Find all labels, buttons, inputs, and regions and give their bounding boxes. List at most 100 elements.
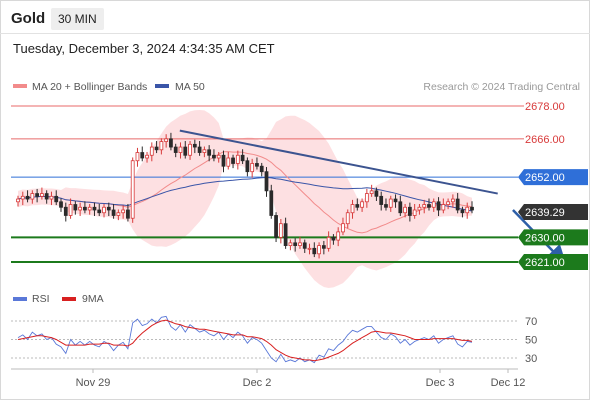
ma20-legend-swatch bbox=[13, 84, 27, 88]
datetime-label: Tuesday, December 3, 2024 4:34:35 AM CET bbox=[13, 41, 275, 56]
candle-body bbox=[149, 146, 154, 156]
candle-body bbox=[212, 154, 216, 159]
price-level-label-2621.00: 2621.00 bbox=[525, 257, 565, 269]
candle-body bbox=[235, 154, 240, 164]
candle-body bbox=[59, 201, 63, 208]
candle-body bbox=[116, 212, 121, 216]
candle-body bbox=[312, 247, 317, 255]
candle-body bbox=[360, 201, 364, 208]
candle-body bbox=[364, 193, 369, 203]
candle-body bbox=[274, 215, 278, 238]
candle-body bbox=[111, 209, 116, 216]
candle-body bbox=[407, 206, 412, 216]
candle-body bbox=[436, 201, 441, 211]
x-axis: Nov 29 Dec 2 Dec 3 Dec 12 bbox=[76, 369, 526, 389]
candle-body bbox=[470, 206, 474, 211]
candle-body bbox=[49, 195, 54, 200]
candle-body bbox=[178, 146, 183, 153]
timeframe-badge[interactable]: 30 MIN bbox=[51, 8, 104, 30]
candle-body bbox=[83, 206, 87, 211]
candle-body bbox=[259, 165, 264, 173]
candle-body bbox=[16, 198, 20, 203]
price-level-label-2678.00: 2678.00 bbox=[525, 101, 565, 113]
main-legend: MA 20 + Bollinger Bands MA 50 Research ©… bbox=[13, 81, 580, 93]
price-level-labels: 2678.00 2666.00 2652.00 2639.29 2630.00 2621.… bbox=[518, 101, 588, 270]
candle-body bbox=[412, 209, 417, 216]
instrument-title: Gold bbox=[11, 10, 46, 27]
ma50-legend-swatch bbox=[155, 84, 169, 88]
candle-body bbox=[192, 143, 197, 148]
candle-body bbox=[169, 138, 173, 148]
price-level-tag-2652.00 bbox=[518, 169, 588, 186]
candle-body bbox=[145, 154, 149, 159]
candle-body bbox=[121, 209, 126, 214]
price-level-label-2639.29: 2639.29 bbox=[525, 207, 565, 219]
candle-body bbox=[140, 152, 145, 159]
candle-body bbox=[278, 223, 283, 238]
candle-body bbox=[68, 204, 73, 216]
rsi-legend: RSI 9MA bbox=[13, 293, 104, 305]
bollinger-band-area bbox=[18, 109, 472, 289]
candle-body bbox=[221, 154, 226, 167]
candle-body bbox=[341, 223, 345, 233]
candle-body bbox=[35, 193, 39, 197]
resistance-trendline bbox=[179, 129, 498, 195]
candle-body bbox=[255, 163, 259, 167]
candle-body bbox=[465, 206, 470, 214]
candle-body bbox=[393, 198, 398, 203]
rsi-level-label-70: 70 bbox=[525, 316, 537, 328]
candle-body bbox=[173, 146, 178, 153]
candle-body bbox=[403, 206, 407, 214]
candle-body bbox=[102, 206, 106, 214]
rsi-panel: 70 50 30 bbox=[11, 315, 537, 365]
candle-body bbox=[374, 190, 379, 197]
candle-body bbox=[30, 193, 35, 200]
x-tick-label-Dec 12: Dec 12 bbox=[491, 377, 526, 389]
moving-averages bbox=[17, 151, 473, 234]
candle-body bbox=[245, 160, 250, 173]
price-level-tag-2630.00 bbox=[518, 229, 588, 246]
candle-body bbox=[321, 245, 326, 249]
candle-body bbox=[331, 236, 336, 241]
candle-body bbox=[106, 206, 111, 211]
ma9-legend-swatch bbox=[62, 297, 76, 301]
candle-body bbox=[63, 206, 68, 216]
candle-body bbox=[427, 204, 431, 208]
price-level-label-2630.00: 2630.00 bbox=[525, 232, 565, 244]
candle-body bbox=[336, 231, 341, 241]
candle-body bbox=[369, 190, 374, 194]
candle-body bbox=[25, 195, 30, 200]
candle-body bbox=[40, 193, 44, 197]
price-level-label-2652.00: 2652.00 bbox=[525, 172, 565, 184]
candlesticks bbox=[16, 132, 474, 259]
candle-body bbox=[97, 209, 102, 214]
price-levels bbox=[11, 105, 518, 263]
candle-body bbox=[293, 242, 298, 246]
x-tick-label-Dec 2: Dec 2 bbox=[243, 377, 272, 389]
rsi-level-label-30: 30 bbox=[525, 353, 537, 365]
candle-body bbox=[92, 206, 97, 211]
candle-body bbox=[202, 149, 207, 153]
candle-body bbox=[455, 198, 460, 211]
candle-body bbox=[398, 201, 403, 214]
candle-body bbox=[355, 204, 360, 208]
x-tick-label-Nov 29: Nov 29 bbox=[76, 377, 111, 389]
ma20-legend-label: MA 20 + Bollinger Bands bbox=[32, 81, 147, 93]
candle-body bbox=[207, 149, 212, 156]
candle-body bbox=[197, 146, 202, 153]
candle-body bbox=[431, 201, 436, 208]
candle-body bbox=[283, 223, 288, 246]
candle-body bbox=[73, 204, 78, 211]
rsi-ma9-line bbox=[17, 319, 473, 362]
candle-body bbox=[417, 206, 422, 211]
candle-body bbox=[441, 204, 446, 211]
candle-body bbox=[154, 146, 159, 151]
candle-body bbox=[379, 195, 384, 205]
candle-body bbox=[460, 209, 465, 214]
candle-body bbox=[250, 163, 255, 173]
rsi-legend-swatch bbox=[13, 297, 27, 301]
candle-body bbox=[164, 138, 169, 142]
ma50-legend-label: MA 50 bbox=[175, 81, 205, 93]
candle-body bbox=[326, 236, 331, 249]
